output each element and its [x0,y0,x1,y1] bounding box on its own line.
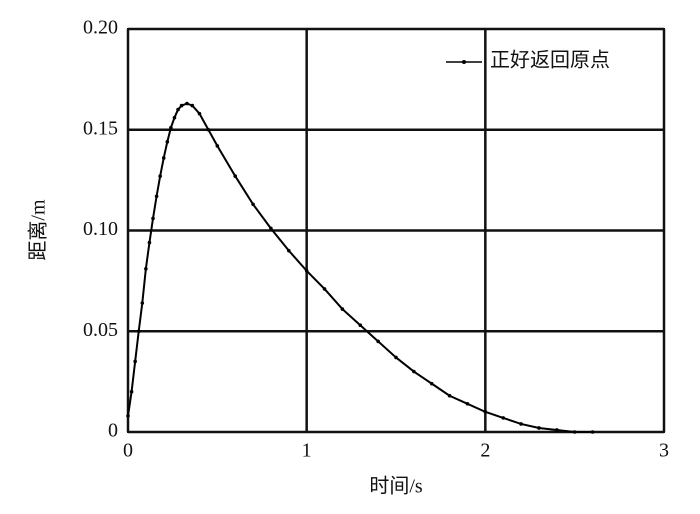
point [501,416,506,420]
y-tick-label: 0.05 [83,319,118,341]
point [176,107,180,112]
point [412,369,416,374]
x-axis-label: 时间/s [369,475,423,498]
plot-frame [127,28,665,433]
point [126,414,130,418]
point [322,287,327,291]
point [340,307,345,311]
point [215,144,220,148]
point [165,140,170,144]
point [169,125,173,130]
point [147,240,152,245]
x-tick-label: 0 [123,440,133,462]
point [465,401,470,406]
series-line [127,102,593,433]
point [537,426,541,430]
point [185,101,189,106]
point [287,248,291,253]
point [206,127,211,132]
point [572,430,577,434]
point [429,381,434,386]
y-tick-label: 0 [108,420,118,442]
point [129,389,134,394]
y-axis-label: 距离/m [27,199,50,261]
point [590,430,595,434]
point [161,156,166,160]
point [555,428,559,432]
point [151,216,155,221]
point [190,103,195,108]
point [197,111,202,116]
point [140,301,145,305]
x-tick-label: 1 [302,440,312,462]
point [358,323,363,328]
point [172,115,177,120]
point [519,422,523,426]
legend-label: 正好返回原点 [490,49,610,72]
point [269,226,273,231]
legend-marker [462,60,466,64]
point [144,266,148,271]
point [133,359,137,364]
point [179,103,184,108]
x-tick-label: 3 [659,440,669,462]
point [136,329,141,334]
point [376,339,380,344]
point [251,202,255,207]
y-tick-label: 0.20 [83,17,118,39]
point [483,410,488,414]
point [394,355,398,360]
point [233,174,237,178]
y-tick-label: 0.15 [83,117,118,139]
point [158,174,162,178]
x-tick-label: 2 [480,440,490,462]
point [447,393,452,398]
point [304,269,309,273]
point [154,194,159,199]
y-tick-label: 0.10 [83,218,118,240]
